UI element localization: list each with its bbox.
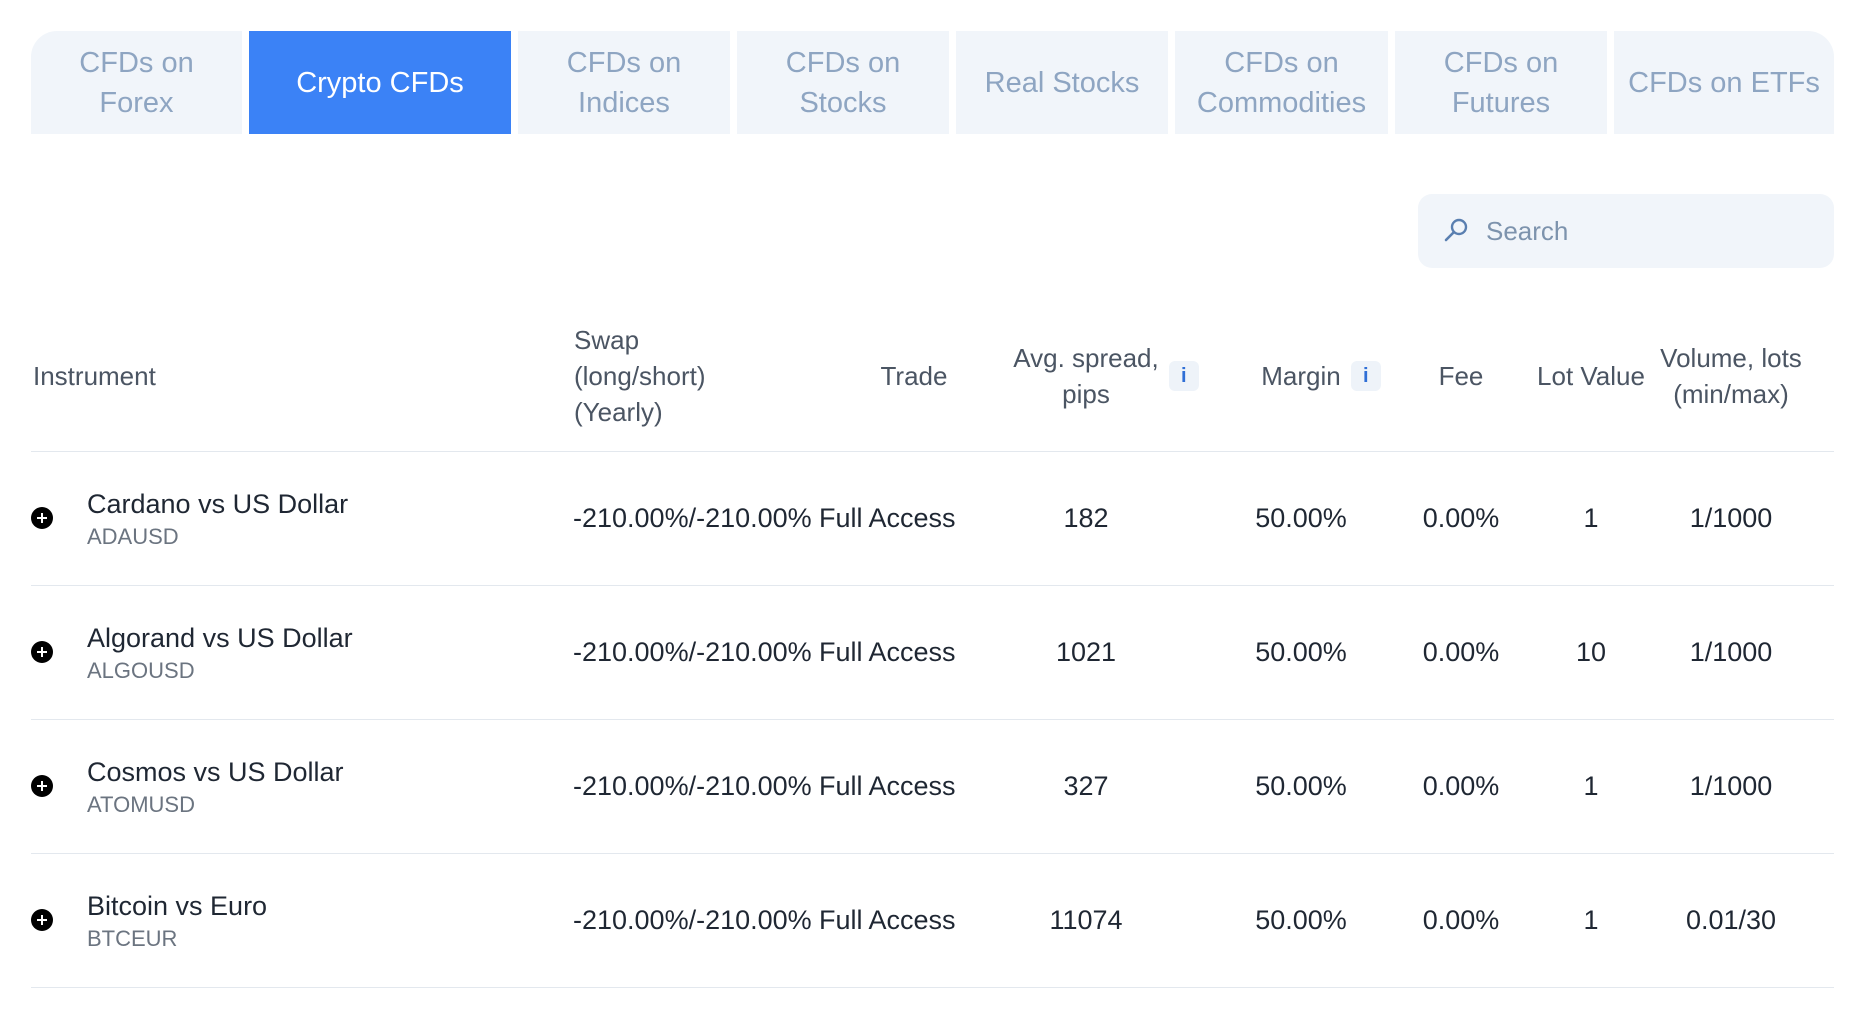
- instrument-cell: Cosmos vs US Dollar ATOMUSD: [87, 720, 344, 853]
- volume-value: 1/1000: [1689, 771, 1773, 801]
- instrument-cell: Bitcoin vs Euro BTCEUR: [87, 854, 267, 987]
- fee-value: 0.00%: [1422, 503, 1500, 533]
- swap-value: -210.00%/-210.00%: [573, 503, 812, 533]
- instrument-name: Bitcoin vs Euro: [87, 890, 268, 921]
- header-instrument: Instrument: [33, 361, 156, 391]
- fee-value: 0.00%: [1422, 771, 1500, 801]
- tab-cfds-commodities[interactable]: CFDs on Commodities: [1175, 31, 1388, 134]
- header-swap: Swap (long/short) (Yearly): [574, 325, 706, 427]
- header-margin: Margin i: [1221, 300, 1421, 452]
- tab-cfds-forex[interactable]: CFDs on Forex: [31, 31, 242, 134]
- spread-value: 182: [1063, 503, 1109, 533]
- trade-value: Full Access: [819, 637, 956, 667]
- instrument-cell: Algorand vs US Dollar ALGOUSD: [87, 586, 353, 719]
- header-spread-label: Avg. spread, pips: [1013, 343, 1159, 409]
- trade-value: Full Access: [819, 503, 956, 533]
- lot-value: 1: [1583, 503, 1599, 533]
- swap-value: -210.00%/-210.00%: [573, 771, 812, 801]
- instruments-table: Instrument Swap (long/short) (Yearly) Tr…: [31, 300, 1834, 988]
- header-margin-label: Margin: [1261, 361, 1341, 391]
- plus-circle-icon[interactable]: [31, 775, 53, 797]
- spread-value: 1021: [1055, 637, 1117, 667]
- lot-value: 1: [1583, 905, 1599, 935]
- info-icon[interactable]: i: [1350, 361, 1381, 391]
- table-row[interactable]: Cardano vs US Dollar ADAUSD -210.00%/-21…: [31, 452, 1834, 586]
- table-row[interactable]: Algorand vs US Dollar ALGOUSD -210.00%/-…: [31, 586, 1834, 720]
- tab-cfds-stocks[interactable]: CFDs on Stocks: [737, 31, 949, 134]
- tab-cfds-futures[interactable]: CFDs on Futures: [1395, 31, 1607, 134]
- header-lot-value: Lot Value: [1537, 361, 1645, 391]
- header-fee: Fee: [1438, 361, 1484, 391]
- volume-value: 1/1000: [1689, 503, 1773, 533]
- margin-value: 50.00%: [1255, 637, 1347, 667]
- margin-value: 50.00%: [1255, 771, 1347, 801]
- instrument-code: ADAUSD: [87, 523, 179, 549]
- trade-value: Full Access: [819, 771, 956, 801]
- fee-value: 0.00%: [1422, 637, 1500, 667]
- volume-value: 0.01/30: [1685, 905, 1777, 935]
- category-tabs: CFDs on Forex Crypto CFDs CFDs on Indice…: [31, 31, 1834, 134]
- instrument-name: Cardano vs US Dollar: [87, 488, 349, 519]
- table-header: Instrument Swap (long/short) (Yearly) Tr…: [31, 300, 1834, 452]
- instrument-code: ATOMUSD: [87, 791, 195, 817]
- fee-value: 0.00%: [1422, 905, 1500, 935]
- table-row[interactable]: Bitcoin vs Euro BTCEUR -210.00%/-210.00%…: [31, 854, 1834, 988]
- trade-value: Full Access: [819, 905, 956, 935]
- search-icon: [1444, 218, 1468, 242]
- tab-real-stocks[interactable]: Real Stocks: [956, 31, 1168, 134]
- margin-value: 50.00%: [1255, 503, 1347, 533]
- table-row[interactable]: Cosmos vs US Dollar ATOMUSD -210.00%/-21…: [31, 720, 1834, 854]
- volume-value: 1/1000: [1689, 637, 1773, 667]
- plus-circle-icon[interactable]: [31, 507, 53, 529]
- instrument-name: Algorand vs US Dollar: [87, 622, 353, 653]
- instrument-name: Cosmos vs US Dollar: [87, 756, 344, 787]
- tab-cfds-indices[interactable]: CFDs on Indices: [518, 31, 730, 134]
- spread-value: 327: [1063, 771, 1109, 801]
- info-icon[interactable]: i: [1168, 361, 1199, 391]
- header-volume: Volume, lots (min/max): [1660, 343, 1802, 409]
- header-trade: Trade: [880, 361, 948, 391]
- plus-circle-icon[interactable]: [31, 909, 53, 931]
- swap-value: -210.00%/-210.00%: [573, 637, 812, 667]
- margin-value: 50.00%: [1255, 905, 1347, 935]
- tab-cfds-etfs[interactable]: CFDs on ETFs: [1614, 31, 1834, 134]
- instrument-cell: Cardano vs US Dollar ADAUSD: [87, 452, 348, 585]
- lot-value: 10: [1575, 637, 1607, 667]
- tab-crypto-cfds[interactable]: Crypto CFDs: [249, 31, 511, 134]
- spread-value: 11074: [1049, 905, 1123, 935]
- header-spread: Avg. spread, pips i: [991, 300, 1221, 452]
- search-input[interactable]: [1486, 215, 1806, 247]
- instrument-code: ALGOUSD: [87, 657, 195, 683]
- search-box: [1418, 194, 1834, 268]
- lot-value: 1: [1583, 771, 1599, 801]
- plus-circle-icon[interactable]: [31, 641, 53, 663]
- swap-value: -210.00%/-210.00%: [573, 905, 812, 935]
- instrument-code: BTCEUR: [87, 925, 178, 951]
